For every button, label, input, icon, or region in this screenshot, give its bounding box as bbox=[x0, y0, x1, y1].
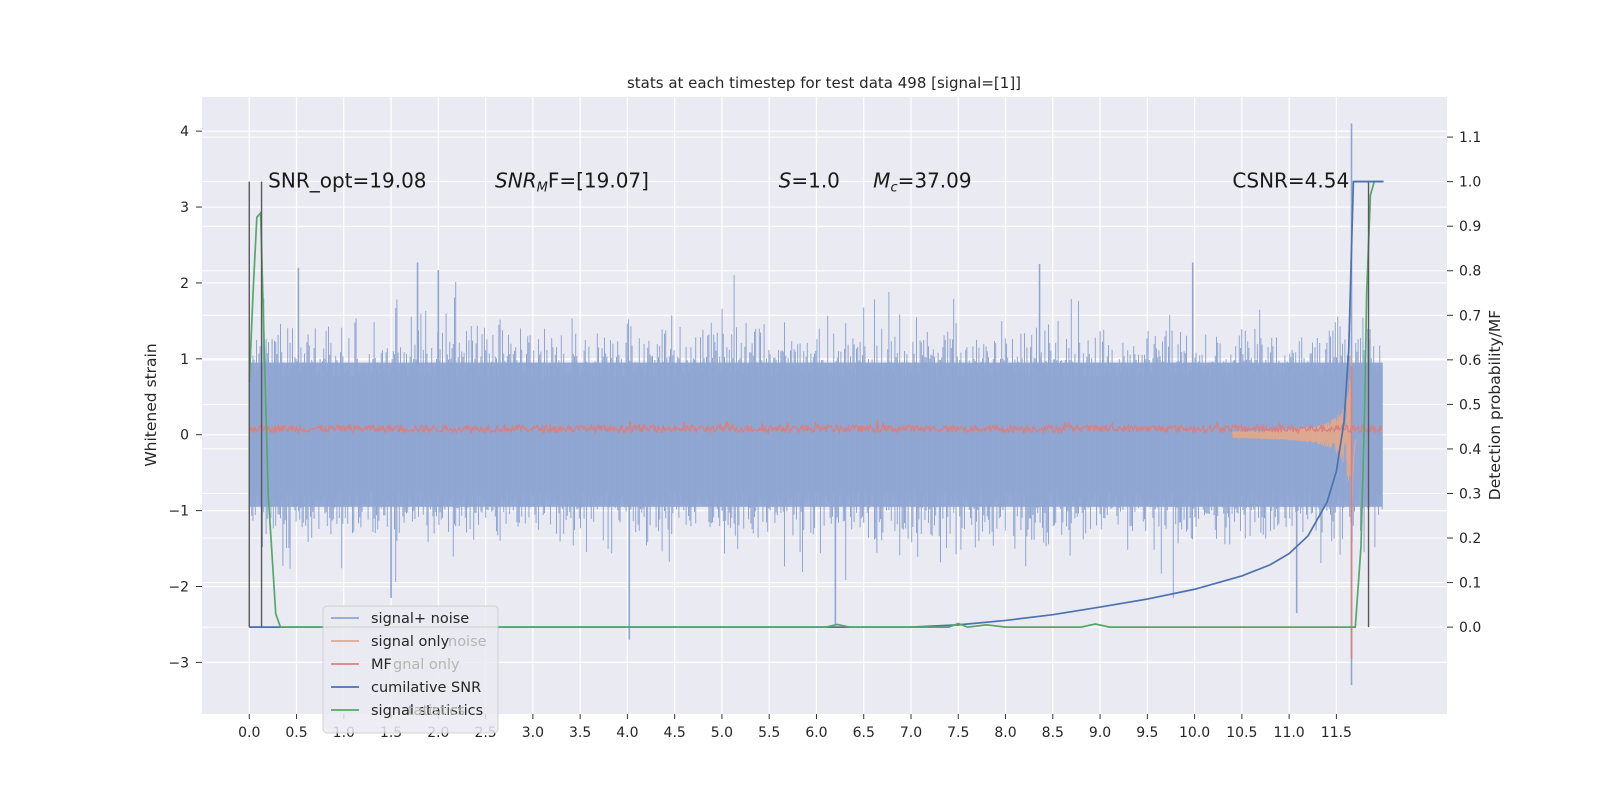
right-y-tick-label: 0.0 bbox=[1459, 620, 1481, 636]
x-tick-label: 10.0 bbox=[1179, 725, 1210, 741]
cumulative-snr-line bbox=[249, 180, 1384, 628]
x-tick-label: 9.0 bbox=[1089, 725, 1111, 741]
x-tick-label: 3.0 bbox=[522, 725, 544, 741]
right-y-tick-label: 0.3 bbox=[1459, 486, 1481, 502]
right-y-tick-label: 0.5 bbox=[1459, 397, 1481, 413]
x-tick-label: 8.0 bbox=[994, 725, 1016, 741]
left-y-tick-label: −3 bbox=[168, 655, 189, 671]
signal-noise-series bbox=[248, 123, 1383, 686]
x-tick-label: 10.5 bbox=[1226, 725, 1257, 741]
annotations: SNR_opt=19.08 SNRMF=[19.07] S=1.0 Mc=37.09 C… bbox=[268, 169, 1349, 196]
right-y-tick-label: 0.2 bbox=[1459, 531, 1481, 547]
left-y-axis-label: Whitened strain bbox=[142, 343, 160, 466]
mf-trace bbox=[248, 419, 1383, 435]
right-y-tick-label: 0.1 bbox=[1459, 576, 1481, 592]
x-tick-label: 9.5 bbox=[1136, 725, 1158, 741]
right-y-tick-label: 0.4 bbox=[1459, 442, 1481, 458]
chart-title: stats at each timestep for test data 498… bbox=[627, 74, 1021, 92]
x-tick-label: 11.5 bbox=[1321, 725, 1352, 741]
x-tick-label: 3.5 bbox=[569, 725, 591, 741]
left-y-tick-label: −2 bbox=[168, 580, 189, 596]
legend-label: cumilative SNR bbox=[371, 680, 481, 696]
annotation-text: SNRMF=[19.07] bbox=[495, 169, 649, 196]
x-tick-label: 0.0 bbox=[238, 725, 260, 741]
left-y-tick-label: 2 bbox=[180, 276, 189, 292]
x-tick-label: 6.0 bbox=[805, 725, 827, 741]
x-tick-label: 5.0 bbox=[711, 725, 733, 741]
x-tick-label: 8.5 bbox=[1042, 725, 1064, 741]
left-y-tick-label: 1 bbox=[180, 352, 189, 368]
legend-label: signal statistics bbox=[371, 703, 483, 719]
legend-label: MF bbox=[371, 657, 392, 673]
right-y-tick-label: 0.8 bbox=[1459, 264, 1481, 280]
signal-only-series bbox=[1231, 354, 1357, 520]
x-tick-label: 7.0 bbox=[900, 725, 922, 741]
right-y-tick-label: 0.9 bbox=[1459, 219, 1481, 235]
left-y-tick-label: 3 bbox=[180, 200, 189, 216]
x-tick-label: 4.5 bbox=[664, 725, 686, 741]
x-tick-label: 0.5 bbox=[285, 725, 307, 741]
annotation-text: Mc=37.09 bbox=[873, 169, 971, 196]
x-tick-label: 4.0 bbox=[616, 725, 638, 741]
legend-ghost-text: noise bbox=[448, 634, 487, 650]
right-y-tick-label: 0.6 bbox=[1459, 353, 1481, 369]
right-y-axis-label: Detection probability/MF bbox=[1486, 310, 1504, 501]
legend-label: signal+ noise bbox=[371, 611, 469, 627]
legend: signal+ noise signal only MF cumilative SNR… bbox=[322, 605, 499, 734]
line-series bbox=[248, 180, 1384, 628]
left-y-tick-label: 4 bbox=[180, 124, 189, 140]
left-y-tick-label: −1 bbox=[168, 504, 189, 520]
legend-ghost-text: gnal only bbox=[393, 657, 460, 673]
annotation-text: SNR_opt=19.08 bbox=[268, 169, 426, 193]
signal-statistics-line bbox=[248, 180, 1384, 628]
legend-box bbox=[322, 605, 499, 734]
x-tick-label: 11.0 bbox=[1274, 725, 1305, 741]
annotation-text: S=1.0 bbox=[779, 169, 840, 193]
mf-series bbox=[248, 366, 1383, 659]
x-tick-label: 7.5 bbox=[947, 725, 969, 741]
right-y-tick-label: 1.0 bbox=[1459, 175, 1481, 191]
annotation-text: CSNR=4.54 bbox=[1232, 169, 1349, 193]
left-y-tick-label: 0 bbox=[180, 428, 189, 444]
right-y-tick-label: 0.7 bbox=[1459, 308, 1481, 324]
left-y-axis-ticks: −3 −2 −1 0 1 2 3 4 bbox=[168, 124, 202, 671]
x-tick-label: 5.5 bbox=[758, 725, 780, 741]
signal-only-trace bbox=[1231, 354, 1357, 520]
legend-ghost-text: tatistics bbox=[408, 703, 465, 719]
x-tick-label: 6.5 bbox=[853, 725, 875, 741]
legend-label: signal only bbox=[371, 634, 450, 650]
right-y-tick-label: 1.1 bbox=[1459, 130, 1481, 146]
right-y-axis-ticks: 0.0 0.1 0.2 0.3 0.4 0.5 0.6 0.7 0.8 0.9 1.0 1.1 bbox=[1447, 130, 1481, 636]
